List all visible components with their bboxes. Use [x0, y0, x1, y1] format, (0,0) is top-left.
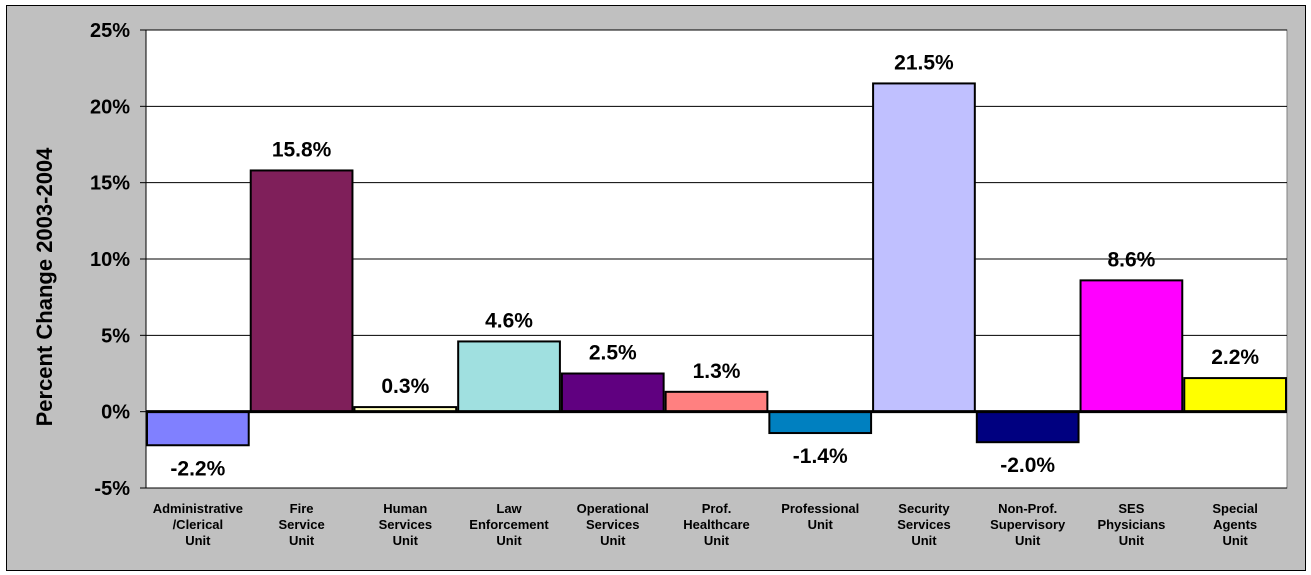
y-tick-label: 0% — [101, 402, 130, 424]
bar — [249, 169, 354, 413]
category-label: Human — [383, 501, 427, 516]
category-label: Prof. — [702, 501, 732, 516]
data-label: -2.0% — [1000, 454, 1055, 477]
category-label: Physicians — [1097, 517, 1165, 532]
category-label: Fire — [290, 501, 314, 516]
category-label: Non-Prof. — [998, 501, 1057, 516]
category-label: Unit — [1015, 533, 1041, 548]
bar — [457, 340, 561, 413]
category-label: Agents — [1213, 517, 1257, 532]
category-label: Supervisory — [990, 517, 1066, 532]
category-label: Special — [1212, 501, 1258, 516]
category-label: Unit — [1119, 533, 1145, 548]
data-label: 4.6% — [485, 309, 533, 332]
bar — [768, 410, 873, 435]
bar — [664, 390, 769, 413]
category-label: Law — [496, 501, 522, 516]
bar-layer — [146, 82, 1287, 447]
bar — [560, 372, 665, 413]
category-label: Unit — [185, 533, 211, 548]
category-label: Services — [897, 517, 951, 532]
category-label: Unit — [289, 533, 315, 548]
category-label: Security — [898, 501, 950, 516]
category-label: Operational — [577, 501, 649, 516]
data-label: -1.4% — [793, 445, 848, 468]
data-label: 2.2% — [1211, 346, 1259, 369]
y-tick-label: -5% — [94, 478, 130, 500]
category-label: Unit — [393, 533, 419, 548]
category-label: Services — [586, 517, 640, 532]
y-tick-label: 10% — [90, 249, 130, 271]
category-label: SES — [1118, 501, 1144, 516]
data-label: 2.5% — [589, 342, 637, 365]
data-label: 1.3% — [693, 360, 741, 383]
bar — [146, 410, 250, 447]
data-label: 8.6% — [1107, 248, 1155, 271]
axis-layer — [140, 29, 1287, 489]
category-label: Healthcare — [683, 517, 749, 532]
data-label: 15.8% — [272, 138, 332, 161]
bar — [1079, 279, 1184, 413]
label-layer: -5% 0% 5% 10% 15% 20% 25% -2.2% Administrative/C… — [90, 20, 1259, 548]
category-label: Services — [379, 517, 433, 532]
data-label: 21.5% — [894, 51, 954, 74]
category-label: Service — [278, 517, 324, 532]
data-label: 0.3% — [381, 375, 429, 398]
category-label: Unit — [808, 517, 834, 532]
category-label: Unit — [496, 533, 522, 548]
category-label: Administrative — [153, 501, 243, 516]
y-tick-label: 15% — [90, 173, 130, 195]
y-tick-label: 25% — [90, 20, 130, 42]
category-label: Unit — [1222, 533, 1248, 548]
data-label: -2.2% — [170, 457, 225, 480]
bar — [872, 82, 976, 413]
y-axis-label: Percent Change 2003-2004 — [32, 147, 57, 427]
category-label: Unit — [600, 533, 626, 548]
bar — [975, 410, 1080, 444]
category-label: Unit — [704, 533, 730, 548]
category-label: Enforcement — [469, 517, 549, 532]
category-label: Unit — [911, 533, 937, 548]
category-label: /Clerical — [173, 517, 224, 532]
bar — [1183, 377, 1287, 413]
y-tick-label: 5% — [101, 325, 130, 347]
y-tick-label: 20% — [90, 96, 130, 118]
category-label: Professional — [781, 501, 859, 516]
